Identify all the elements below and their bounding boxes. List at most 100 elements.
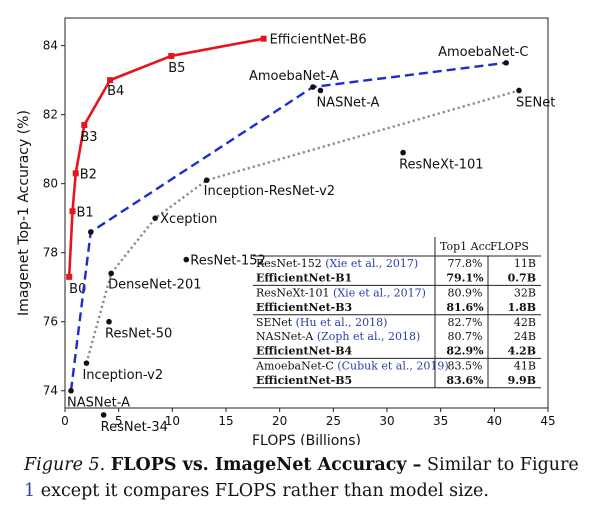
x-tick-label: 10 <box>165 414 180 428</box>
table-accuracy-cell: 79.1% <box>446 271 484 284</box>
y-axis-title: Imagenet Top-1 Accuracy (%) <box>16 110 32 316</box>
table-accuracy-cell: 80.7% <box>448 330 483 343</box>
data-point-label: Xception <box>160 212 217 227</box>
data-point-marker <box>66 273 73 280</box>
x-tick-label: 20 <box>272 414 287 428</box>
table-flops-cell: 11B <box>514 257 536 270</box>
data-point-label: SENet <box>516 95 555 110</box>
data-point-marker <box>152 215 158 221</box>
data-point-marker <box>400 149 406 156</box>
series-line-1 <box>69 61 507 391</box>
table-model-cell: ResNeXt-101 (Xie et al., 2017) <box>256 287 426 300</box>
y-tick-label: 80 <box>43 177 58 191</box>
data-point-marker <box>106 318 112 325</box>
table-model-cell: EfficientNet-B5 <box>256 374 352 387</box>
table-flops-cell: 0.7B <box>508 271 536 284</box>
caption-title: FLOPS vs. ImageNet Accuracy – <box>110 455 422 475</box>
data-point-marker <box>81 121 88 128</box>
table-citation[interactable]: (Zoph et al., 2018) <box>317 330 420 343</box>
data-point-marker <box>107 77 114 84</box>
data-point-label: NASNet-A <box>67 396 130 411</box>
table-model-cell: EfficientNet-B3 <box>256 301 352 314</box>
x-tick-label: 5 <box>115 414 123 428</box>
table-model-cell: EfficientNet-B1 <box>256 271 352 284</box>
data-point-label: ResNeXt-101 <box>399 158 483 173</box>
data-point-label: ResNet-50 <box>105 327 172 342</box>
x-tick-label: 15 <box>218 414 233 428</box>
table-model-cell: NASNet-A (Zoph et al., 2018) <box>256 330 420 343</box>
data-point-marker <box>203 177 210 184</box>
data-point-label: ResNet-152 <box>190 254 266 269</box>
data-point-label: DenseNet-201 <box>108 277 201 292</box>
caption-text-before-ref: Similar to Figure <box>426 455 579 475</box>
table-accuracy-cell: 83.6% <box>446 374 484 387</box>
data-point-label: AmoebaNet-A <box>249 69 339 84</box>
caption-text-after-ref: except it compares FLOPS rather than mod… <box>40 481 489 501</box>
data-point-label: AmoebaNet-C <box>438 45 528 60</box>
table-header-cell: FLOPS <box>490 240 529 253</box>
table-flops-cell: 32B <box>514 287 536 300</box>
table-model-cell: SENet (Hu et al., 2018) <box>256 316 387 329</box>
data-point-marker <box>317 87 324 94</box>
y-tick-label: 74 <box>43 384 58 398</box>
data-point-marker <box>72 170 79 177</box>
table-flops-cell: 1.8B <box>508 301 536 314</box>
data-point-label: Inception-v2 <box>82 368 163 383</box>
data-point-label: B1 <box>77 205 94 220</box>
data-point-marker <box>83 360 90 366</box>
series-line-0 <box>67 37 264 277</box>
data-point-marker <box>108 270 114 277</box>
table-accuracy-cell: 81.6% <box>446 301 484 314</box>
table-flops-cell: 41B <box>514 360 536 373</box>
y-tick-label: 84 <box>43 39 58 53</box>
data-point-marker <box>516 87 522 94</box>
x-tick-label: 35 <box>433 414 448 428</box>
y-tick-label: 76 <box>43 315 58 329</box>
x-tick-label: 30 <box>379 414 394 428</box>
table-citation[interactable]: (Hu et al., 2018) <box>296 316 388 329</box>
y-tick-label: 78 <box>43 246 58 260</box>
data-point-label: B2 <box>80 167 97 182</box>
data-point-marker <box>183 256 190 263</box>
table-citation[interactable]: (Cubuk et al., 2019) <box>337 360 448 373</box>
table-accuracy-cell: 83.5% <box>448 360 483 373</box>
flops-accuracy-chart: 0 5 10 15 20 25 30 35 40 45 74 76 78 80 82 84 FLOPS (Bil… <box>16 17 556 445</box>
data-point-label: B5 <box>168 61 185 76</box>
table-citation[interactable]: (Xie et al., 2017) <box>325 257 418 270</box>
table-accuracy-cell: 80.9% <box>448 287 483 300</box>
data-point-marker <box>100 412 107 418</box>
table-citation[interactable]: (Xie et al., 2017) <box>333 287 426 300</box>
table-accuracy-cell: 77.8% <box>448 257 483 270</box>
table-flops-cell: 24B <box>514 330 536 343</box>
data-point-marker <box>87 229 94 235</box>
data-point-label: Inception-ResNet-v2 <box>204 184 335 199</box>
x-tick-label: 25 <box>326 414 341 428</box>
data-point-marker <box>69 208 76 215</box>
data-point-label: ResNet-34 <box>101 420 168 435</box>
data-point-marker <box>310 84 316 90</box>
y-tick-label: 82 <box>43 108 58 122</box>
data-point-label: EfficientNet-B6 <box>270 33 367 48</box>
data-point-marker <box>260 35 267 42</box>
table-model-cell: ResNet-152 (Xie et al., 2017) <box>256 257 418 270</box>
table-model-cell: EfficientNet-B4 <box>256 344 353 357</box>
data-point-marker <box>68 387 74 394</box>
comparison-table: Top1 Acc.FLOPS ResNet-152 (Xie et al., 20… <box>253 237 541 389</box>
table-accuracy-cell: 82.9% <box>446 344 484 357</box>
data-point-label: B4 <box>107 84 124 99</box>
figure-caption: Figure 5. FLOPS vs. ImageNet Accuracy – … <box>24 452 594 504</box>
caption-figure-reference[interactable]: 1 <box>24 481 36 501</box>
data-point-label: NASNet-A <box>316 95 379 110</box>
x-tick-label: 40 <box>487 414 502 428</box>
x-tick-label: 0 <box>61 414 69 428</box>
table-accuracy-cell: 82.7% <box>448 316 483 329</box>
data-point-marker <box>168 52 175 59</box>
data-point-marker <box>503 60 509 66</box>
data-point-label: B3 <box>80 130 97 145</box>
table-flops-cell: 9.9B <box>508 374 536 387</box>
table-model-cell: AmoebaNet-C (Cubuk et al., 2019) <box>255 360 449 373</box>
table-header-cell: Top1 Acc. <box>440 240 494 253</box>
table-flops-cell: 4.2B <box>508 344 536 357</box>
x-axis-title: FLOPS (Billions) <box>252 433 361 445</box>
table-flops-cell: 42B <box>514 316 536 329</box>
